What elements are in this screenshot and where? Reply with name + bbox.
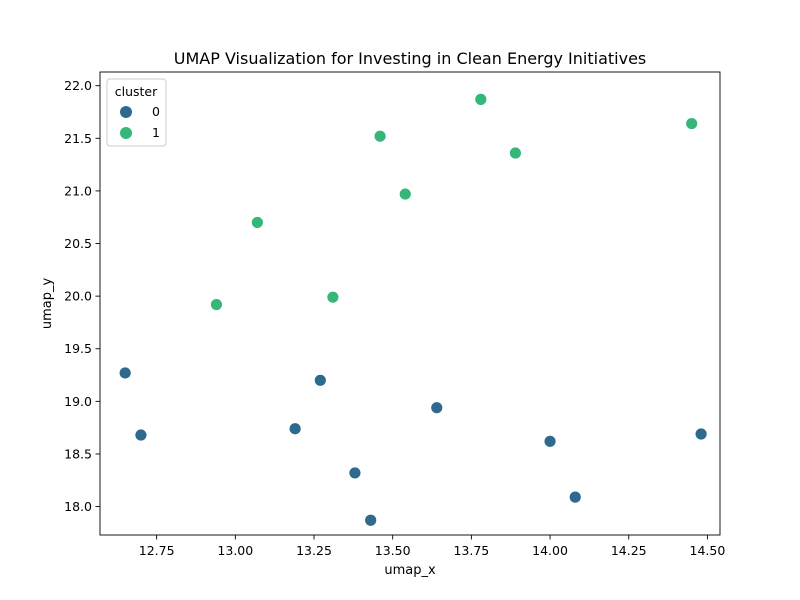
x-axis-label: umap_x xyxy=(384,563,436,578)
y-axis-ticks: 18.0 18.5 19.0 19.5 20.0 20.5 21.0 21.5 22.0 xyxy=(64,78,100,514)
y-tick-label: 19.5 xyxy=(64,341,92,356)
legend-title: cluster xyxy=(115,84,158,99)
x-tick-label: 12.75 xyxy=(139,543,175,558)
x-tick-label: 13.25 xyxy=(296,543,332,558)
plot-frame xyxy=(99,71,721,536)
point-cluster-1 xyxy=(685,117,699,130)
point-cluster-1 xyxy=(509,146,522,160)
y-tick-label: 20.5 xyxy=(64,236,92,251)
chart-title: UMAP Visualization for Investing in Clea… xyxy=(174,49,647,68)
legend-label-cluster-1: 1 xyxy=(152,125,160,140)
y-tick-label: 21.0 xyxy=(64,183,92,198)
point-cluster-0 xyxy=(694,427,708,441)
x-tick-label: 14.00 xyxy=(532,543,568,558)
point-cluster-0 xyxy=(118,366,132,380)
y-tick-label: 22.0 xyxy=(64,78,92,93)
point-cluster-1 xyxy=(398,187,412,201)
legend: cluster 0 1 xyxy=(106,78,167,147)
point-cluster-1 xyxy=(250,216,264,229)
x-axis-ticks: 12.75 13.00 13.25 13.50 13.75 14.00 14.25 14.50 xyxy=(139,535,726,558)
point-cluster-1 xyxy=(326,290,340,304)
point-cluster-0 xyxy=(543,434,557,448)
point-cluster-0 xyxy=(568,490,582,504)
legend-marker-cluster-0 xyxy=(120,106,132,118)
y-axis-label: umap_y xyxy=(40,278,55,330)
x-tick-label: 13.75 xyxy=(453,543,489,558)
data-points xyxy=(118,92,708,527)
point-cluster-1 xyxy=(373,129,387,143)
point-cluster-0 xyxy=(430,401,444,415)
y-tick-label: 18.0 xyxy=(64,499,92,514)
point-cluster-0 xyxy=(348,466,362,480)
point-cluster-0 xyxy=(364,513,378,527)
point-cluster-0 xyxy=(134,428,148,442)
point-cluster-0 xyxy=(288,422,302,436)
point-cluster-1 xyxy=(474,92,488,106)
y-tick-label: 21.5 xyxy=(64,131,92,146)
legend-label-cluster-0: 0 xyxy=(152,104,160,119)
y-tick-label: 20.0 xyxy=(64,289,92,304)
x-tick-label: 14.25 xyxy=(611,543,647,558)
x-tick-label: 13.00 xyxy=(217,543,253,558)
x-tick-label: 14.50 xyxy=(690,543,726,558)
legend-marker-cluster-1 xyxy=(120,127,132,139)
y-tick-label: 19.0 xyxy=(64,394,92,409)
x-tick-label: 13.50 xyxy=(375,543,411,558)
point-cluster-1 xyxy=(210,298,223,311)
y-tick-label: 18.5 xyxy=(64,446,92,461)
point-cluster-0 xyxy=(313,373,327,387)
